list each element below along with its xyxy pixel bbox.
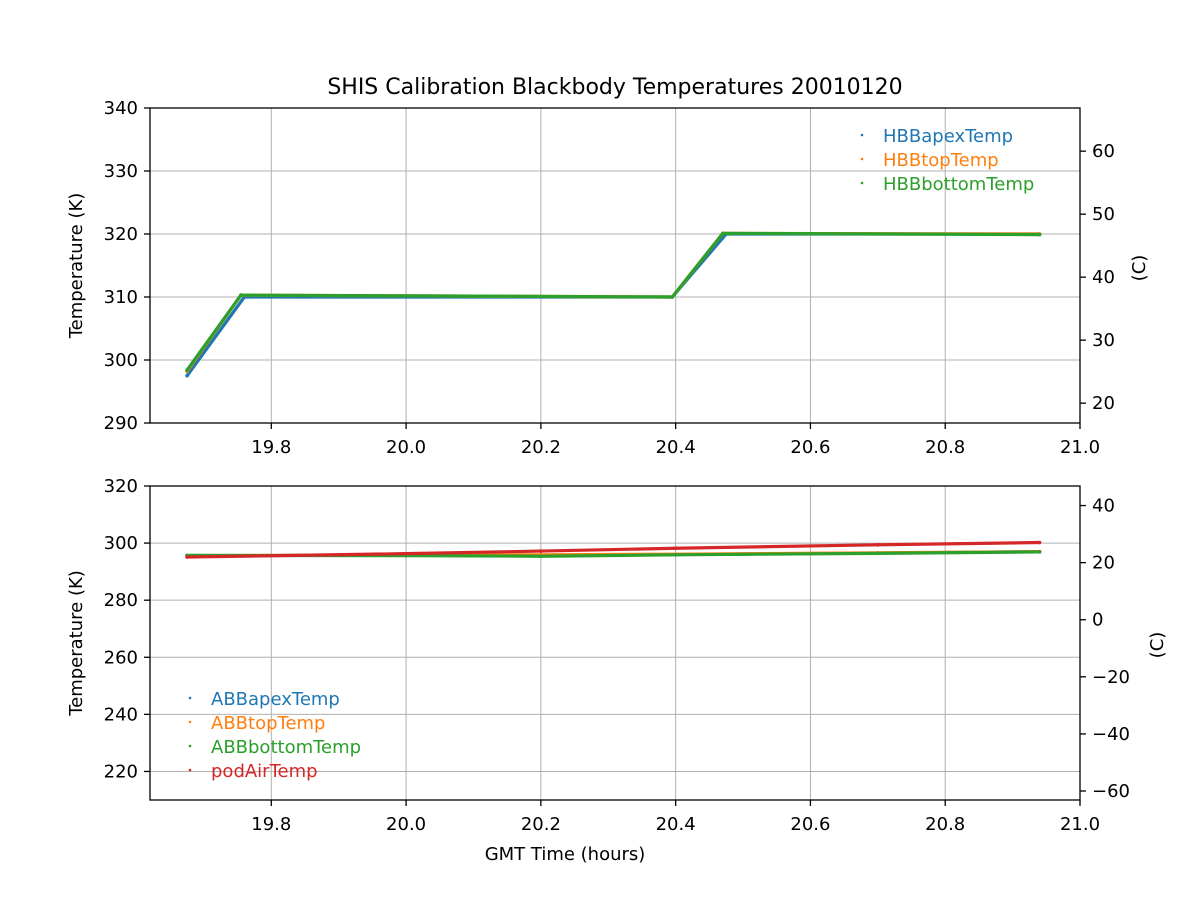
data-point-ABBbottomTemp [876, 551, 880, 556]
data-point-podAirTemp [673, 546, 678, 551]
data-point-HBBbottomTemp [670, 295, 675, 299]
bottom-panel: 19.8 20.0 20.2 20.4 20.6 20.8 21.0 220 240 260 280… [66, 476, 1168, 865]
data-point-podAirTemp [876, 543, 880, 547]
y-right-tick-label: 60 [1092, 141, 1115, 162]
legend-label-HBBbottomTemp: HBBbottomTemp [883, 174, 1034, 195]
data-point-podAirTemp [185, 555, 189, 559]
y-tick-label: 260 [104, 647, 138, 668]
data-point-ABBbottomTemp [673, 552, 678, 557]
legend-marker-ABBbottomTemp [188, 744, 192, 748]
y-tick-label: 300 [104, 350, 138, 371]
legend-label-ABBbottomTemp: ABBbottomTemp [211, 737, 361, 758]
x-tick-label: 21.0 [1060, 437, 1100, 458]
y-tick-label: 330 [104, 161, 138, 182]
data-point-HBBbottomTemp [1037, 232, 1042, 237]
legend-marker-ABBapexTemp [188, 696, 192, 700]
x-tick-label: 20.2 [521, 437, 561, 458]
series-line-HBBapexTemp [185, 232, 1042, 378]
y-tick-label: 280 [104, 590, 138, 611]
x-tick-label: 20.0 [386, 814, 426, 835]
legend: ABBapexTemp ABBtopTemp ABBbottomTemp podAir… [188, 689, 361, 782]
y-axis-label: Temperature (K) [66, 570, 87, 717]
legend: HBBapexTemp HBBtopTemp HBBbottomTemp [860, 126, 1034, 195]
x-tick-label: 20.8 [925, 814, 965, 835]
x-tick-label: 20.6 [790, 437, 830, 458]
x-tick-label: 19.8 [251, 814, 291, 835]
x-tick-label: 20.0 [386, 437, 426, 458]
data-point-ABBbottomTemp [539, 554, 543, 559]
series-line-HBBbottomTemp [185, 231, 1042, 372]
data-point-HBBapexTemp [185, 373, 189, 378]
y-right-tick-label: 40 [1092, 267, 1115, 288]
legend-marker-HBBbottomTemp [860, 181, 864, 185]
y-right-tick-label: 20 [1092, 393, 1115, 414]
y-tick-label: 290 [104, 413, 138, 434]
y-right-tick-label: 50 [1092, 204, 1115, 225]
legend-label-HBBapexTemp: HBBapexTemp [883, 126, 1013, 147]
legend-marker-HBBtopTemp [860, 157, 864, 161]
x-tick-label: 20.4 [656, 437, 696, 458]
y-right-tick-label: 30 [1092, 330, 1115, 351]
y-axis-label: Temperature (K) [66, 193, 87, 340]
y-right-tick-label: 40 [1092, 496, 1115, 517]
x-axis-label: GMT Time (hours) [485, 844, 646, 865]
plot-frame [149, 107, 1081, 424]
legend-marker-ABBtopTemp [188, 720, 192, 724]
data-point-podAirTemp [539, 549, 543, 553]
y-right-tick-label: −40 [1092, 724, 1130, 745]
y-tick-label: 320 [104, 224, 138, 245]
legend-marker-HBBapexTemp [860, 133, 864, 137]
y-right-tick-label: 0 [1092, 610, 1103, 631]
y-tick-label: 300 [104, 533, 138, 554]
x-tick-label: 20.4 [656, 814, 696, 835]
x-tick-label: 19.8 [251, 437, 291, 458]
y-tick-label: 310 [104, 287, 138, 308]
legend-label-ABBtopTemp: ABBtopTemp [211, 713, 325, 734]
x-tick-label: 20.6 [790, 814, 830, 835]
series-line-HBBtopTemp [185, 231, 1042, 373]
y-right-axis-label: (C) [1129, 255, 1150, 282]
data-point-podAirTemp [404, 551, 408, 556]
chart-title: SHIS Calibration Blackbody Temperatures … [327, 75, 902, 100]
top-panel: 19.8 20.0 20.2 20.4 20.6 20.8 21.0 290 300 310 320… [66, 98, 1150, 458]
data-point-HBBbottomTemp [721, 231, 725, 236]
y-right-tick-label: 20 [1092, 553, 1115, 574]
x-tick-label: 20.8 [925, 437, 965, 458]
data-point-ABBbottomTemp [1037, 550, 1042, 554]
y-right-tick-label: −60 [1092, 781, 1130, 802]
y-right-tick-label: −20 [1092, 667, 1130, 688]
plot-frame [149, 485, 1081, 801]
y-tick-label: 340 [104, 98, 138, 119]
x-tick-label: 20.2 [521, 814, 561, 835]
x-tick-label: 21.0 [1060, 814, 1100, 835]
series-line-podAirTemp [185, 540, 1042, 559]
data-point-podAirTemp [1037, 540, 1042, 545]
legend-label-HBBtopTemp: HBBtopTemp [883, 150, 999, 171]
legend-label-ABBapexTemp: ABBapexTemp [211, 689, 340, 710]
y-tick-label: 220 [104, 761, 138, 782]
y-right-axis-label: (C) [1147, 632, 1168, 659]
y-tick-label: 240 [104, 704, 138, 725]
data-point-HBBbottomTemp [239, 293, 243, 297]
data-point-HBBbottomTemp [185, 368, 189, 372]
y-tick-label: 320 [104, 476, 138, 497]
legend-label-podAirTemp: podAirTemp [211, 761, 318, 782]
legend-marker-podAirTemp [188, 768, 192, 772]
